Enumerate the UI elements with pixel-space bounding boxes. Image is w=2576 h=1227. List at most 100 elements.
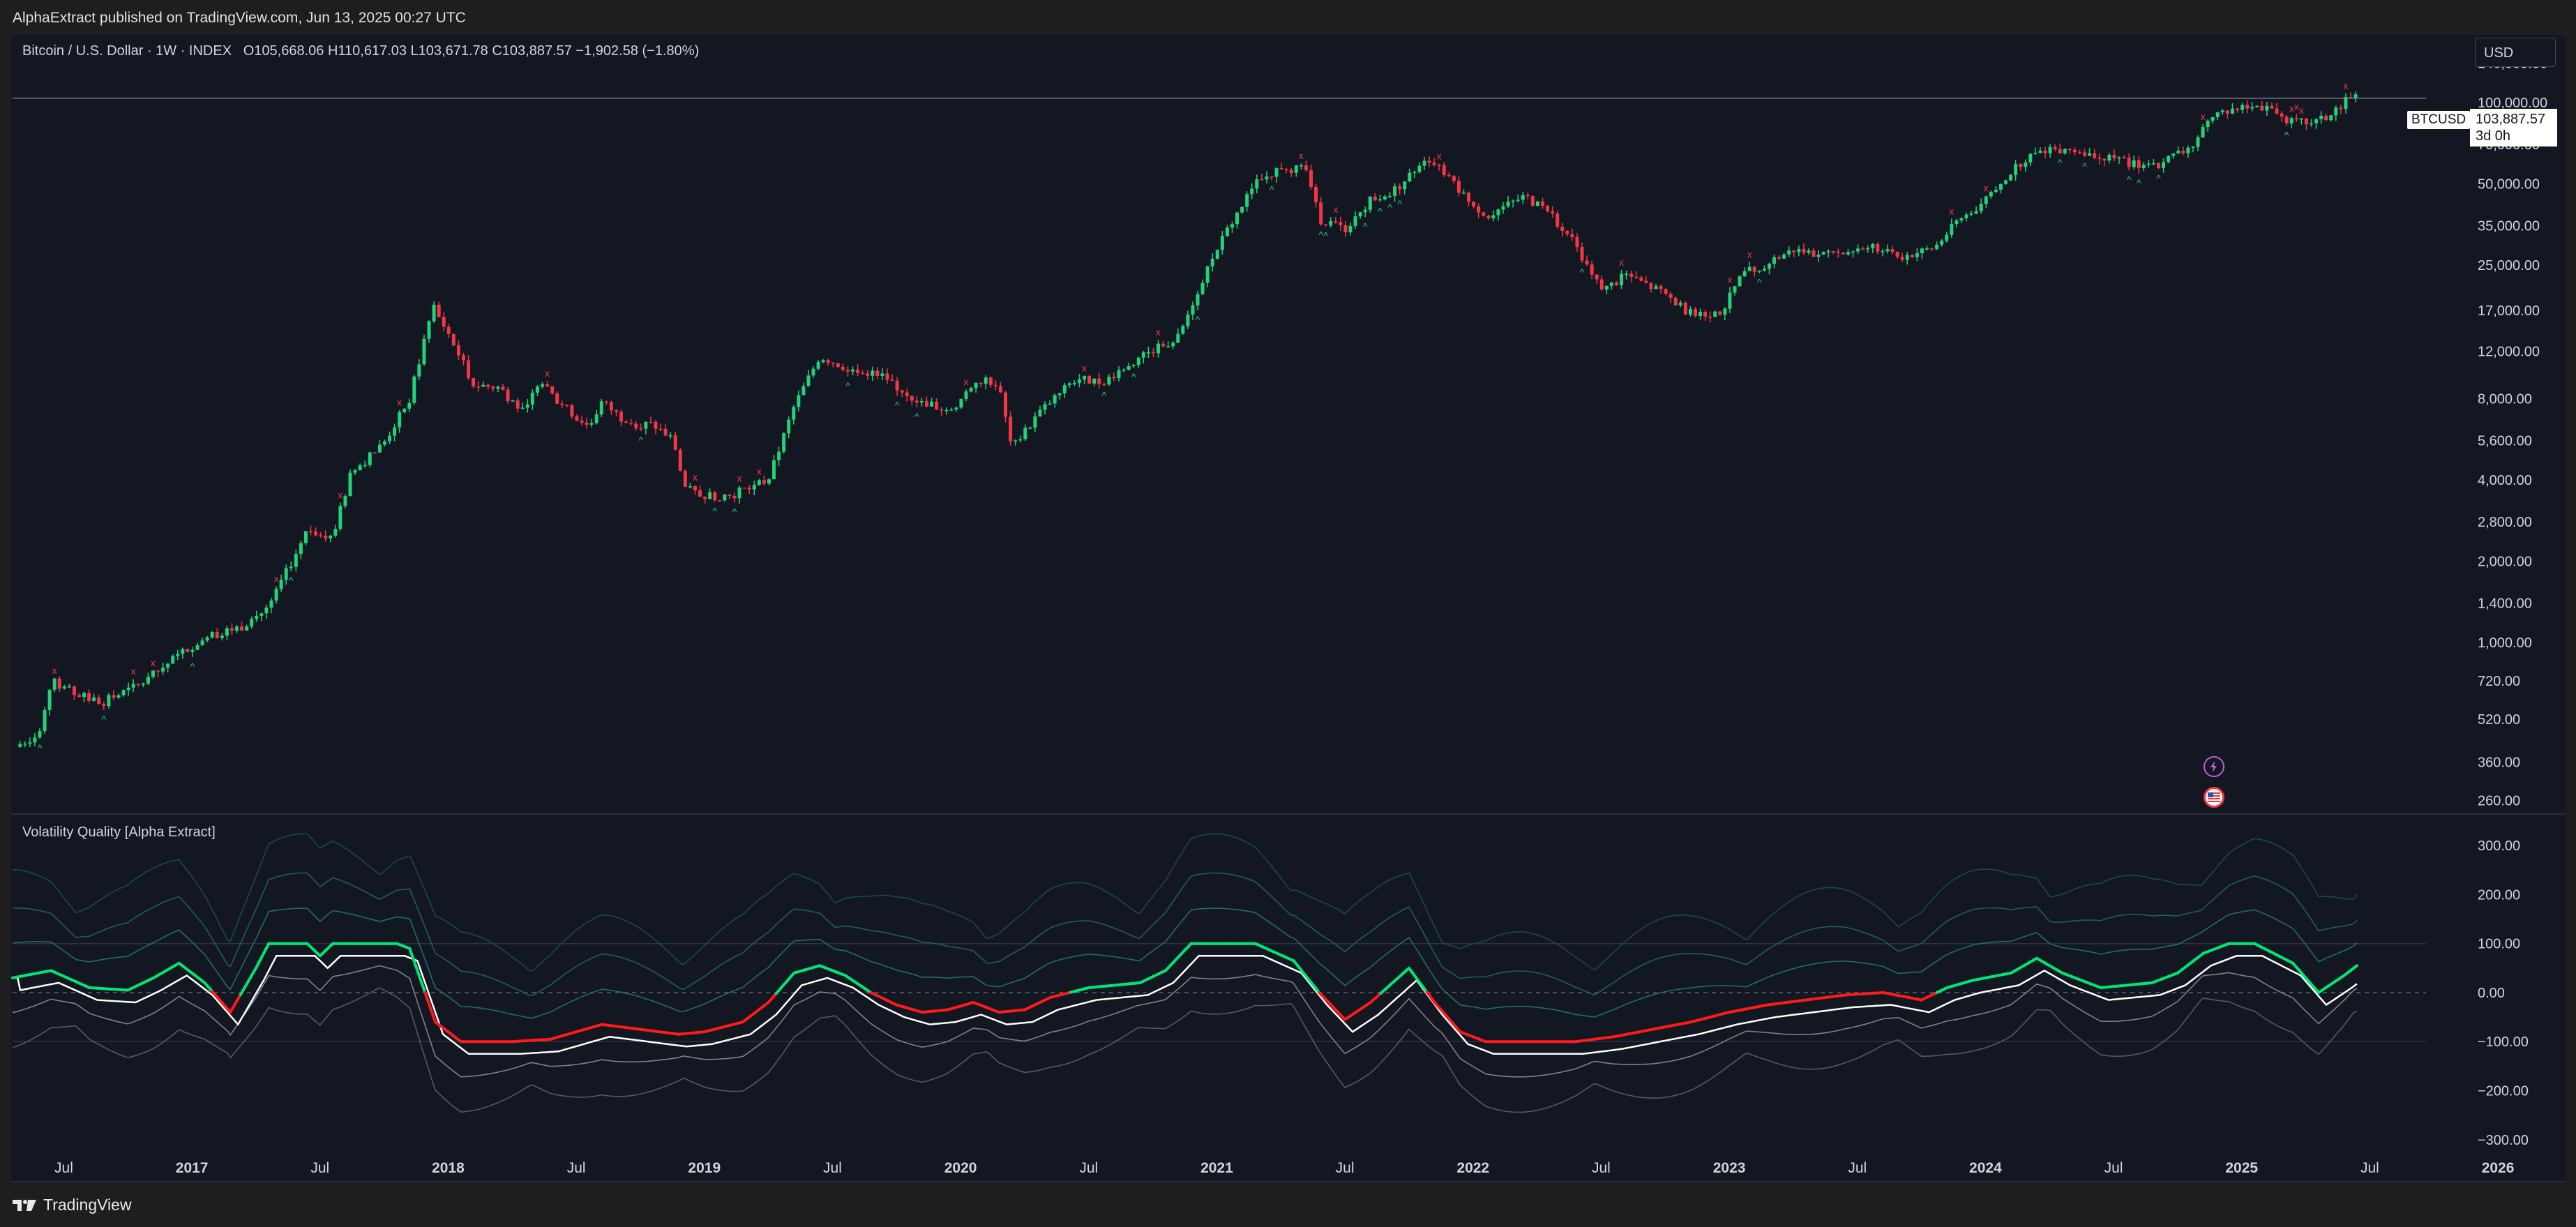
candle-down <box>319 535 323 536</box>
candle-down <box>1314 187 1318 203</box>
candle-down <box>2280 113 2284 117</box>
candle-up <box>1274 168 1279 177</box>
candle-up <box>343 496 347 506</box>
candle-down <box>609 402 613 411</box>
candle-up <box>107 695 111 707</box>
candle-down <box>742 488 746 489</box>
candle-up <box>1787 250 1791 255</box>
candle-down <box>2077 152 2081 153</box>
candle-up <box>1191 305 1195 315</box>
candle-down <box>1836 251 1840 253</box>
candle-up <box>1225 227 1229 236</box>
candle-up <box>1994 189 1998 193</box>
candle-down <box>314 531 318 536</box>
candle-up <box>2191 146 2195 148</box>
lightning-event-icon[interactable] <box>2204 756 2224 777</box>
candle-up <box>1083 375 1087 379</box>
buy-marker: ^ <box>2058 157 2063 168</box>
currency-selector[interactable]: USD <box>2475 38 2556 67</box>
candle-down <box>1639 277 1643 281</box>
candle-down <box>1004 392 1008 417</box>
candle-down <box>491 386 495 389</box>
candle-down <box>2122 157 2126 159</box>
candle-up <box>2171 153 2176 156</box>
candle-up <box>1954 220 1959 224</box>
candle-up <box>1181 326 1185 334</box>
us-flag-event-icon[interactable] <box>2204 787 2224 808</box>
candle-up <box>1240 206 1244 213</box>
candle-down <box>1861 248 1865 250</box>
candle-up <box>871 370 875 376</box>
candle-down <box>112 695 116 698</box>
candle-down <box>2058 149 2062 153</box>
candle-up <box>1920 248 1924 254</box>
candle-up <box>792 407 796 420</box>
candle-down <box>1708 316 1712 318</box>
candle-up <box>1205 266 1210 283</box>
candle-down <box>1718 311 1722 315</box>
candle-down <box>935 401 939 409</box>
candle-down <box>732 495 737 499</box>
candle-down <box>1546 205 1550 211</box>
candle-up <box>1196 294 1200 306</box>
candle-up <box>1782 254 1786 259</box>
candle-up <box>1200 283 1205 294</box>
candle-down <box>2245 105 2250 109</box>
candle-down <box>585 422 589 425</box>
time-axis-label: 2026 <box>2482 1160 2515 1176</box>
candle-down <box>545 384 550 386</box>
candle-up <box>481 384 485 387</box>
vq-lines <box>11 833 2359 1113</box>
candle-down <box>1452 176 1456 181</box>
candle-up <box>1072 383 1076 384</box>
candle-down <box>2072 149 2077 153</box>
candle-up <box>52 678 57 690</box>
candle-up <box>541 384 545 387</box>
candle-down <box>1644 280 1648 283</box>
candle-up <box>1821 252 1825 255</box>
candle-up <box>131 684 135 688</box>
candle-up <box>299 543 303 555</box>
candle-up <box>62 686 66 689</box>
candle-down <box>1427 160 1431 163</box>
vq-band-line <box>12 872 2358 997</box>
tradingview-logo[interactable]: TradingView <box>13 1196 132 1214</box>
time-axis-label: Jul <box>567 1160 586 1176</box>
candle-up <box>1014 440 1018 442</box>
candle-up <box>1117 370 1121 379</box>
candle-down <box>1560 227 1565 231</box>
candle-down <box>728 495 732 496</box>
grid-layer <box>11 35 2566 1183</box>
candle-down <box>87 693 91 701</box>
candle-up <box>82 693 86 698</box>
candle-up <box>23 744 27 745</box>
candle-down <box>1599 279 1604 290</box>
candle-up <box>1378 199 1382 201</box>
candle-up <box>1728 292 1732 309</box>
candle-down <box>476 386 481 388</box>
time-axis-label: Jul <box>1336 1160 1355 1176</box>
candle-up <box>412 376 416 403</box>
candle-up <box>2334 107 2338 116</box>
candle-down <box>2304 118 2308 125</box>
candle-down <box>1289 170 1293 173</box>
candle-down <box>1284 169 1288 170</box>
candle-down <box>866 373 870 376</box>
candle-down <box>890 379 894 382</box>
candle-down <box>1792 250 1796 253</box>
candle-down <box>713 492 717 501</box>
vq-axis-label: −100.00 <box>2478 1034 2529 1050</box>
candle-down <box>1910 255 1914 257</box>
candle-up <box>338 506 342 529</box>
candle-down <box>324 535 328 539</box>
candle-up <box>181 649 185 654</box>
time-axis-label: Jul <box>2360 1160 2379 1176</box>
candle-up <box>28 742 32 744</box>
time-axis-label: Jul <box>823 1160 842 1176</box>
candle-up <box>1057 393 1062 396</box>
candle-down <box>2324 116 2328 121</box>
candle-up <box>43 709 47 732</box>
candle-down <box>649 421 653 423</box>
candle-down <box>77 695 82 698</box>
